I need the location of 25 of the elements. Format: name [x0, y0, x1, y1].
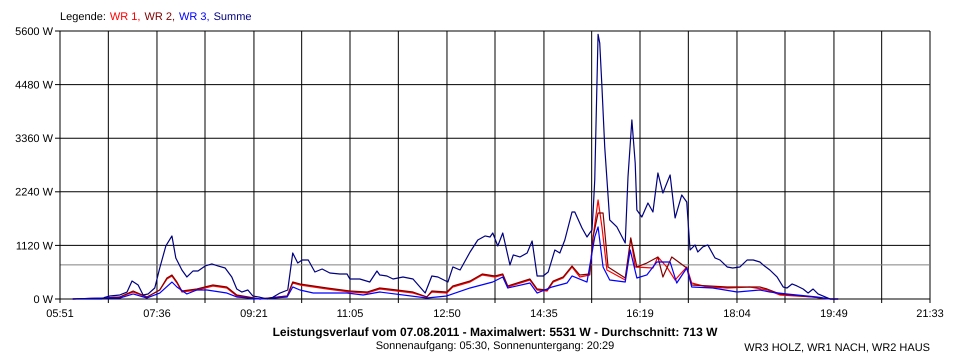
text: Leistungsverlauf vom 07.08.2011 - Maximalwert: 5531 W - Durchschnitt: 713 W [272, 325, 718, 339]
line-series [72, 34, 839, 300]
x-tick-label: 12:50 [433, 308, 461, 320]
y-tick-label: 2240 W [15, 186, 54, 199]
y-tick-label: 5600 W [15, 26, 54, 38]
y-tick-label: 3360 W [15, 133, 54, 146]
text: Summe [214, 11, 252, 23]
x-tick-label: 09:21 [240, 308, 268, 320]
x-tick-label: 16:19 [626, 308, 654, 320]
x-tick-label: 19:49 [820, 308, 848, 320]
text: WR 3, [179, 11, 210, 23]
text: Sonnenaufgang: 05:30, Sonnenuntergang: 20:29 [376, 340, 614, 352]
y-tick-label: 0 W [33, 294, 54, 306]
legend-title: Legende: [60, 11, 106, 23]
x-tick-label: 11:05 [336, 308, 364, 320]
y-tick-label: 4480 W [15, 79, 54, 92]
y-tick-label: 1120 W [16, 240, 54, 252]
text: WR3 HOLZ, WR1 NACH, WR2 HAUS [744, 342, 930, 354]
text: WR 1, [110, 11, 140, 23]
x-tick-label: 07:36 [143, 308, 171, 320]
x-tick-label: 14:35 [530, 308, 558, 320]
text: WR 2, [144, 11, 176, 23]
x-tick-label: 21:33 [916, 308, 944, 320]
x-tick-label: 05:51 [46, 308, 74, 320]
x-tick-label: 18:04 [723, 308, 751, 320]
